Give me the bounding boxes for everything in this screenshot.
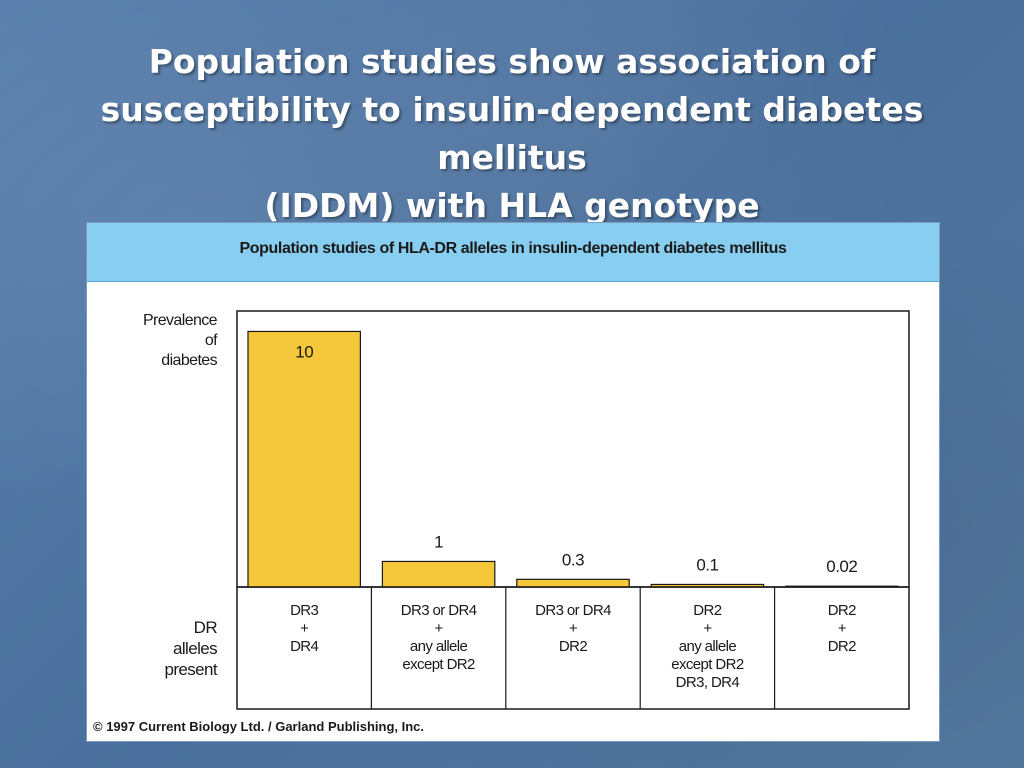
slide-title: Population studies show association of s… [30,38,994,230]
category-label: any allele [679,638,737,655]
slide-title-line: susceptibility to insulin-dependent diab… [100,90,924,177]
category-label: DR3 [290,602,318,619]
copyright-text: © 1997 Current Biology Ltd. / Garland Pu… [93,719,424,734]
category-label: except DR2 [402,656,475,673]
category-label: + [300,620,309,637]
category-table [236,586,910,710]
bar [516,578,630,588]
bar [247,330,362,588]
category-label: any allele [410,638,468,655]
category-label: DR2 [559,638,587,655]
y-axis-label: diabetes [161,352,217,369]
figure-header: Population studies of HLA-DR alleles in … [87,223,939,282]
x-axis-label: DR [194,618,218,637]
category-label: DR3 or DR4 [401,602,477,619]
category-label: DR3 or DR4 [535,602,611,619]
y-axis-label: Prevalence [143,312,218,329]
category-label: + [838,620,847,637]
slide-title-line: Population studies show association of [148,42,876,81]
category-label: except DR2 [671,656,744,673]
bar [381,560,496,588]
y-axis-label: of [205,332,218,349]
category-label: DR3, DR4 [676,674,740,691]
bar-value-label: 0.1 [696,555,718,574]
category-label: DR4 [290,638,318,655]
category-label: + [569,620,578,637]
category-label: DR2 [693,602,721,619]
figure-header-title: Population studies of HLA-DR alleles in … [239,240,787,257]
category-label: DR2 [828,602,856,619]
figure-panel: Population studies of HLA-DR alleles in … [86,222,940,742]
category-label: DR2 [828,638,856,655]
category-label: + [435,620,444,637]
bar-value-label: 0.02 [826,557,857,576]
bar-value-label: 10 [295,342,313,361]
slide-title-line: (IDDM) with HLA genotype [264,186,760,225]
category-label: + [703,620,712,637]
bar-value-label: 1 [434,532,443,551]
x-axis-label: alleles [173,639,217,658]
x-axis-label: present [164,660,217,679]
bar-value-label: 0.3 [562,550,584,569]
